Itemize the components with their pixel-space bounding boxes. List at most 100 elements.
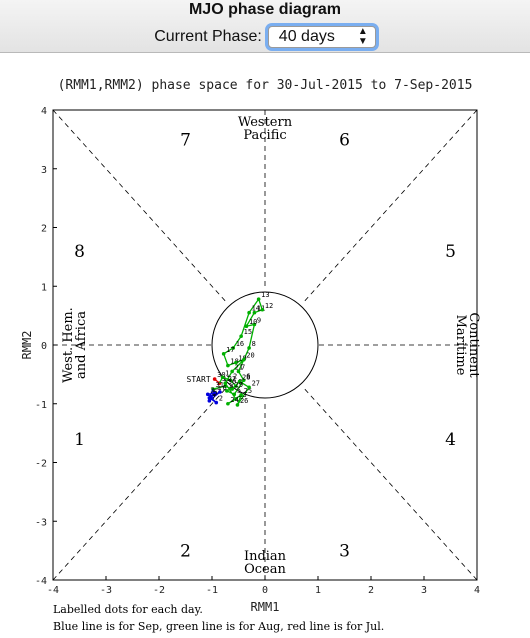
start-label: START <box>187 375 211 384</box>
series-dot-aug <box>223 381 228 385</box>
series-dot-aug <box>234 397 238 401</box>
x-tick-label: 3 <box>421 585 427 596</box>
x-axis-ticks: -4 -3 -2 -1 0 1 2 3 4 <box>47 576 480 596</box>
series-dot-aug <box>239 334 243 338</box>
phase-number-6: 6 <box>339 130 350 150</box>
day-label-aug: 28 <box>242 373 250 381</box>
series-dot-aug <box>242 378 246 383</box>
guide-line-3 <box>302 386 478 581</box>
day-label-aug: 14 <box>252 305 260 313</box>
y-tick-label: -4 <box>35 576 47 587</box>
series-dot-sep <box>214 400 219 405</box>
day-label-aug: 20 <box>246 352 254 360</box>
x-tick-label: 2 <box>368 585 374 596</box>
phase-guide-lines <box>52 109 478 581</box>
phase-label: Current Phase: <box>154 28 262 45</box>
chart-title: (RMM1,RMM2) phase space for 30-Jul-2015 … <box>58 78 473 93</box>
region-label-left: and Africa <box>74 311 89 379</box>
y-tick-label: 4 <box>41 106 47 117</box>
y-tick-label: 1 <box>41 282 47 293</box>
series-dot-aug <box>247 385 251 390</box>
series-dot-sep <box>209 394 213 399</box>
region-label-top: Pacific <box>243 128 286 143</box>
phase-control-row: Current Phase: 40 days ▲ ▼ <box>0 25 530 49</box>
series-dot-aug <box>223 384 228 388</box>
guide-line-2 <box>52 386 228 581</box>
series-dot-sep <box>205 392 210 397</box>
series-dot-aug <box>234 384 238 388</box>
day-label-aug: 25 <box>244 387 252 395</box>
day-label-aug: 16 <box>236 340 244 348</box>
day-label-jul: 30 <box>217 371 225 379</box>
series-dot-aug <box>232 392 237 397</box>
x-tick-label: -4 <box>47 585 59 596</box>
series-dot-aug <box>256 297 261 301</box>
series-dot-aug <box>226 401 230 406</box>
up-down-chevron-icon: ▲ ▼ <box>357 26 368 47</box>
series-dot-aug <box>228 378 233 383</box>
series-dot-aug <box>242 357 246 362</box>
footnote-dots: Labelled dots for each day. <box>53 603 203 616</box>
y-tick-label: -3 <box>35 517 47 528</box>
day-label-aug: 10 <box>249 318 257 326</box>
day-label-aug: 21 <box>235 363 243 371</box>
guide-line-0 <box>52 109 228 304</box>
day-label-aug: 30 <box>228 378 236 386</box>
day-label-sep: 3 <box>210 386 214 394</box>
day-label-aug: 29 <box>235 381 243 389</box>
mjo-phase-chart: (RMM1,RMM2) phase space for 30-Jul-2015 … <box>20 78 481 633</box>
x-tick-label: -1 <box>206 585 218 596</box>
phase-number-4: 4 <box>445 430 456 450</box>
day-label-aug: 6 <box>246 372 250 380</box>
day-label-aug: 4 <box>229 383 233 391</box>
phase-select-value: 40 days <box>278 28 335 45</box>
trajectory-series: 3031123456789101112131415161718192021222… <box>187 291 273 407</box>
y-tick-label: 3 <box>41 165 47 176</box>
phase-number-3: 3 <box>339 542 350 562</box>
day-label-aug: 31 <box>216 381 224 389</box>
day-label-aug: 7 <box>241 363 245 371</box>
series-dot-aug <box>260 307 265 312</box>
region-label-right: Continent <box>466 312 481 378</box>
day-label-aug: 5 <box>237 386 241 394</box>
x-tick-label: 1 <box>315 585 321 596</box>
day-label-aug: 12 <box>265 302 273 310</box>
series-dot-aug <box>236 369 241 374</box>
day-label-sep: 2 <box>219 395 223 403</box>
x-tick-label: -2 <box>153 585 165 596</box>
phase-number-2: 2 <box>180 542 191 562</box>
series-dot-aug <box>247 346 251 350</box>
series-dot-aug <box>244 324 249 329</box>
y-tick-label: -2 <box>35 459 47 470</box>
phase-select[interactable]: 40 days ▲ ▼ <box>267 26 376 48</box>
x-tick-label: 0 <box>262 585 268 596</box>
day-label-aug: 17 <box>226 346 234 354</box>
day-label-aug: 24 <box>230 396 238 404</box>
day-label-sep: 5 <box>213 389 217 397</box>
day-label-aug: 2 <box>233 372 237 380</box>
series-dot-sep <box>207 399 212 403</box>
y-tick-label: -1 <box>35 400 47 411</box>
region-label-bottom: Ocean <box>244 562 286 577</box>
y-axis-label: RMM2 <box>20 331 34 360</box>
series-dot-aug <box>225 389 229 393</box>
y-axis-ticks: -4 -3 -2 -1 0 1 2 3 4 <box>35 106 57 587</box>
y-tick-label: 2 <box>41 224 47 235</box>
series-dot-aug <box>237 379 242 384</box>
region-label-right: Maritime <box>453 315 468 376</box>
series-dot-aug <box>231 346 235 350</box>
phase-number-1: 1 <box>74 430 85 450</box>
series-dot-aug <box>252 322 257 327</box>
unit-circle <box>211 291 319 399</box>
series-dot-aug <box>247 310 251 315</box>
day-label-aug: 22 <box>228 375 236 383</box>
day-label-sep: 4 <box>217 385 221 393</box>
series-dot-aug <box>230 369 234 374</box>
phase-number-5: 5 <box>445 242 456 262</box>
region-label-left: West. Hem. <box>61 307 76 383</box>
series-dot-aug <box>220 375 225 380</box>
day-label-aug: 15 <box>244 328 252 336</box>
day-label-aug: 1 <box>225 369 229 377</box>
